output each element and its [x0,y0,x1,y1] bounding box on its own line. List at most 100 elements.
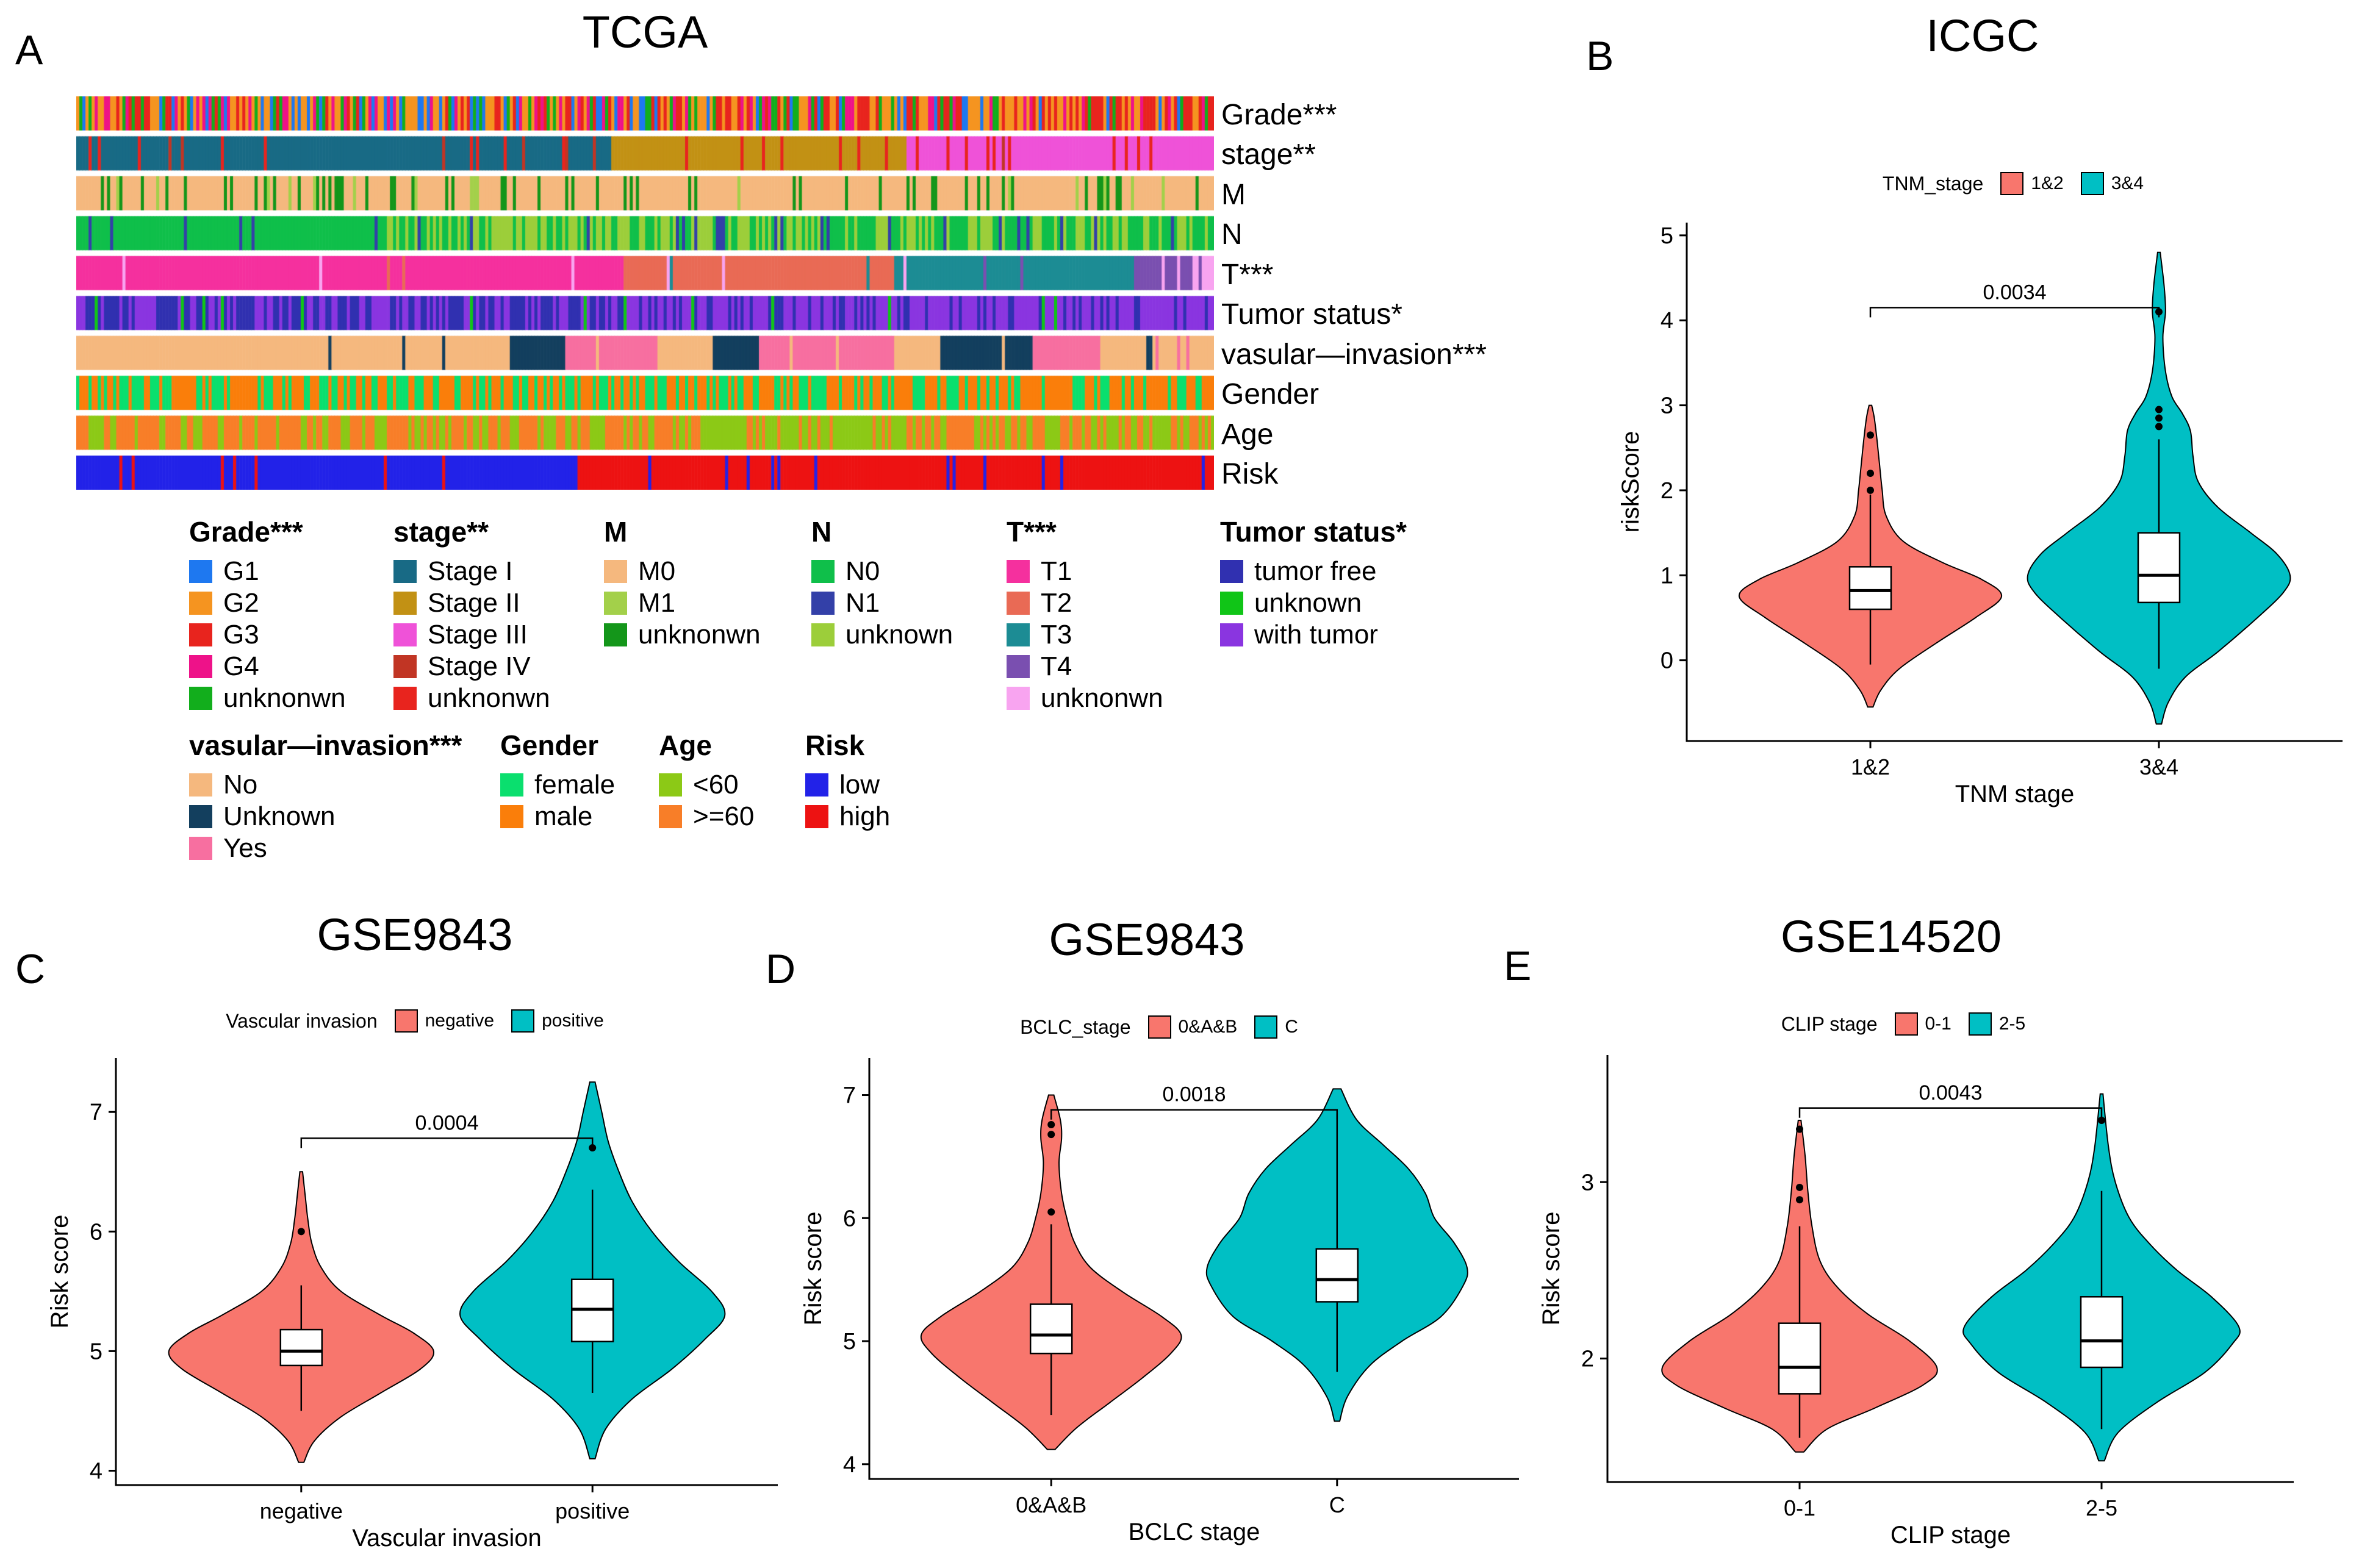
p-value-label: 0.0043 [1919,1081,1983,1104]
legend-item-label: M1 [638,588,676,618]
g3-swatch [189,623,212,646]
legend-item-60: <60 [659,769,754,801]
panel-c-title: GSE9843 [317,909,513,960]
legend-item-label: unknown [846,620,953,650]
x-tick-label: 3&4 [2139,754,2178,779]
legend-group-n: N N0 N1 unknown [811,515,953,651]
row-label-grade: Grade*** [1221,99,1337,131]
panel-a-title: TCGA [582,7,708,57]
legend-item-60: >=60 [659,801,754,832]
row-label-stage: stage** [1221,138,1316,171]
legend-item-label: low [839,770,880,800]
boxplot-box [2080,1296,2124,1369]
legend-item-tumor-free: tumor free [1220,556,1407,587]
legend-item-label: M0 [638,556,676,586]
legend-item-label: T3 [1041,620,1072,650]
female-swatch [500,773,523,797]
g4-swatch [189,655,212,678]
legend-group-age: Age <60 >=60 [659,729,754,832]
p-value-label: 0.0004 [415,1111,479,1134]
legend-item-g4: G4 [189,651,346,682]
outlier-dot [297,1228,305,1236]
legend-item-label: unknonwn [638,620,761,650]
legend-item-label: Stage II [428,588,520,618]
legend-item-label: Yes [223,833,267,863]
legend-item: negative [394,1009,494,1033]
legend-item-label: Stage IV [428,651,531,681]
legend-group-title: Grade*** [189,516,303,548]
legend-item-label: No [223,770,258,800]
legend-item-label: 2-5 [1998,1014,2026,1034]
legend-item-label: T4 [1041,651,1072,681]
y-axis-title: Risk score [800,1212,827,1326]
m1-swatch [604,592,627,615]
axis-lines [1686,223,2343,742]
y-tick-label: 6 [90,1219,102,1245]
t3-swatch [1007,623,1030,646]
x-axis-title: TNM stage [1955,781,2075,807]
outlier-dot [2155,406,2163,413]
legend-group-grade: Grade*** G1 G2 G3 G4 unknonwn [189,515,346,714]
legend-swatch [1254,1015,1278,1039]
t2-swatch [1007,592,1030,615]
legend-item-label: N1 [846,588,880,618]
legend-item-label: G2 [223,588,259,618]
legend-item-label: <60 [693,770,739,800]
y-tick-label: 4 [843,1452,856,1478]
legend-item-label: G4 [223,651,259,681]
significance-bracket [1050,1109,1338,1120]
legend-item-label: positive [542,1011,604,1031]
legend-group-risk: Risk low high [805,729,890,832]
legend-item-stage-iii: Stage III [393,619,550,651]
n0-swatch [811,560,835,583]
outlier-dot [1047,1131,1055,1139]
legend-group-title: Tumor status* [1220,516,1407,548]
axis-lines [1606,1055,2294,1483]
row-label-m: M [1221,179,1246,211]
p-value-label: 0.0034 [1983,281,2047,304]
legend-item-label: 3&4 [2111,173,2144,193]
unknonwn-swatch [393,687,417,710]
violin-plot-gse9843-vascular: 4 5 6 7 negative positive Vascular invasion Ris… [46,1058,778,1552]
boxplot-box [1778,1322,1822,1395]
with-tumor-swatch [1220,623,1243,646]
boxplot-box [1315,1248,1359,1303]
legend-item-label: unknonwn [1041,683,1163,713]
x-axis-title: Vascular invasion [352,1525,542,1552]
legend-swatch [1968,1012,1992,1036]
x-tick-label: 1&2 [1851,754,1890,779]
y-tick-label: 4 [1661,308,1673,334]
x-axis-title: CLIP stage [1890,1522,2011,1548]
axis-lines [868,1058,1519,1480]
male-swatch [500,805,523,828]
legend-item-t3: T3 [1007,619,1163,651]
legend-item-label: T1 [1041,556,1072,586]
panel-e-legend: CLIP stage 0-1 2-5 [1598,1012,2208,1036]
legend-item-label: with tumor [1254,620,1378,650]
legend-item: C [1254,1015,1298,1039]
x-tick-label: C [1329,1492,1345,1517]
legend-item: positive [511,1009,604,1033]
outlier-dot [1796,1183,1803,1191]
legend-item-m1: M1 [604,587,761,619]
legend-item-with-tumor: with tumor [1220,619,1407,651]
panel-d-label: D [766,946,796,992]
legend-title: TNM_stage [1882,172,1984,195]
legend-item-label: Unknown [223,801,336,831]
g1-swatch [189,560,212,583]
legend-item-label: 0&A&B [1178,1017,1238,1037]
y-tick-label: 7 [843,1083,856,1109]
panel-c-label: C [15,946,46,992]
legend-item-unknonwn: unknonwn [393,682,550,714]
legend-item-g2: G2 [189,587,346,619]
outlier-dot [1047,1208,1055,1216]
legend-group-title: Risk [805,729,865,761]
violin-plot-gse9843-bclc: 4 5 6 7 0&A&B C BCLC stage Risk score 0.0018 [800,1058,1519,1545]
legend-item-male: male [500,801,615,832]
y-tick-label: 3 [1661,393,1673,419]
legend-item-label: tumor free [1254,556,1377,586]
legend-item-label: high [839,801,891,831]
low-swatch [805,773,828,797]
row-label-n: N [1221,218,1243,251]
